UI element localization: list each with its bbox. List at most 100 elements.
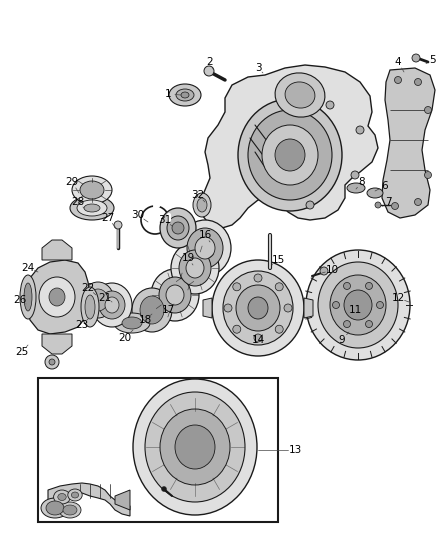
Text: 4: 4 xyxy=(395,57,401,67)
Ellipse shape xyxy=(167,216,189,240)
Text: 9: 9 xyxy=(339,335,345,345)
Circle shape xyxy=(284,304,292,312)
Circle shape xyxy=(233,325,241,333)
Circle shape xyxy=(365,320,372,328)
Ellipse shape xyxy=(175,425,215,469)
Ellipse shape xyxy=(82,282,114,318)
Ellipse shape xyxy=(275,73,325,117)
Text: 28: 28 xyxy=(71,197,85,207)
Ellipse shape xyxy=(160,409,230,485)
Circle shape xyxy=(343,282,350,289)
Circle shape xyxy=(224,304,232,312)
Ellipse shape xyxy=(105,297,119,313)
Ellipse shape xyxy=(53,490,71,504)
Ellipse shape xyxy=(181,92,189,98)
Ellipse shape xyxy=(248,110,332,200)
Ellipse shape xyxy=(193,193,211,217)
Polygon shape xyxy=(115,490,130,510)
Polygon shape xyxy=(48,483,130,516)
Ellipse shape xyxy=(159,277,191,313)
Ellipse shape xyxy=(71,492,78,498)
Text: 30: 30 xyxy=(131,210,145,220)
Polygon shape xyxy=(200,65,378,228)
Text: 3: 3 xyxy=(254,63,261,73)
Ellipse shape xyxy=(84,204,100,212)
Ellipse shape xyxy=(344,290,372,320)
Ellipse shape xyxy=(41,498,69,518)
Ellipse shape xyxy=(46,501,64,515)
Circle shape xyxy=(356,126,364,134)
Text: 13: 13 xyxy=(288,445,302,455)
Ellipse shape xyxy=(330,275,386,335)
Ellipse shape xyxy=(275,139,305,171)
Ellipse shape xyxy=(85,295,95,319)
Text: 21: 21 xyxy=(99,293,112,303)
Text: 5: 5 xyxy=(429,55,435,65)
Ellipse shape xyxy=(318,262,398,348)
Ellipse shape xyxy=(160,208,196,248)
Circle shape xyxy=(377,302,384,309)
Polygon shape xyxy=(42,240,72,260)
Polygon shape xyxy=(382,68,435,218)
Circle shape xyxy=(395,77,402,84)
Circle shape xyxy=(275,325,283,333)
Circle shape xyxy=(254,334,262,342)
Polygon shape xyxy=(25,260,90,334)
Ellipse shape xyxy=(179,250,211,286)
Ellipse shape xyxy=(99,291,125,319)
Text: 14: 14 xyxy=(251,335,265,345)
Circle shape xyxy=(204,66,214,76)
Text: 31: 31 xyxy=(159,215,172,225)
Ellipse shape xyxy=(223,271,293,345)
Ellipse shape xyxy=(63,505,77,515)
Polygon shape xyxy=(203,298,212,318)
Text: 26: 26 xyxy=(14,295,27,305)
Circle shape xyxy=(162,487,166,491)
Circle shape xyxy=(414,198,421,206)
Ellipse shape xyxy=(172,222,184,234)
Ellipse shape xyxy=(145,392,245,502)
Text: 18: 18 xyxy=(138,315,152,325)
Ellipse shape xyxy=(169,84,201,106)
Text: 6: 6 xyxy=(381,181,389,191)
Text: 7: 7 xyxy=(385,197,391,207)
Circle shape xyxy=(233,283,241,291)
Text: 25: 25 xyxy=(15,347,28,357)
Circle shape xyxy=(343,320,350,328)
Text: 29: 29 xyxy=(65,177,79,187)
Ellipse shape xyxy=(285,82,315,108)
Ellipse shape xyxy=(306,250,410,360)
Circle shape xyxy=(365,282,372,289)
Ellipse shape xyxy=(133,379,257,515)
Text: 24: 24 xyxy=(21,263,35,273)
Circle shape xyxy=(49,359,55,365)
Circle shape xyxy=(332,302,339,309)
Ellipse shape xyxy=(262,125,318,185)
Ellipse shape xyxy=(367,188,383,198)
Ellipse shape xyxy=(72,176,112,204)
Ellipse shape xyxy=(59,502,81,518)
Ellipse shape xyxy=(187,228,223,268)
Ellipse shape xyxy=(49,288,65,306)
Text: 2: 2 xyxy=(207,57,213,67)
Ellipse shape xyxy=(347,183,365,193)
Circle shape xyxy=(45,355,59,369)
Text: 15: 15 xyxy=(272,255,285,265)
Text: 20: 20 xyxy=(118,333,131,343)
Ellipse shape xyxy=(248,297,268,319)
Circle shape xyxy=(424,107,431,114)
Text: 16: 16 xyxy=(198,230,212,240)
Circle shape xyxy=(351,171,359,179)
Ellipse shape xyxy=(80,181,104,199)
Polygon shape xyxy=(42,334,72,354)
Text: 11: 11 xyxy=(348,305,362,315)
Text: 19: 19 xyxy=(181,253,194,263)
Circle shape xyxy=(326,101,334,109)
Text: 12: 12 xyxy=(392,293,405,303)
Ellipse shape xyxy=(166,285,184,305)
Ellipse shape xyxy=(176,89,194,101)
Ellipse shape xyxy=(24,283,32,311)
Ellipse shape xyxy=(132,288,172,332)
Ellipse shape xyxy=(70,196,114,220)
Ellipse shape xyxy=(151,269,199,321)
